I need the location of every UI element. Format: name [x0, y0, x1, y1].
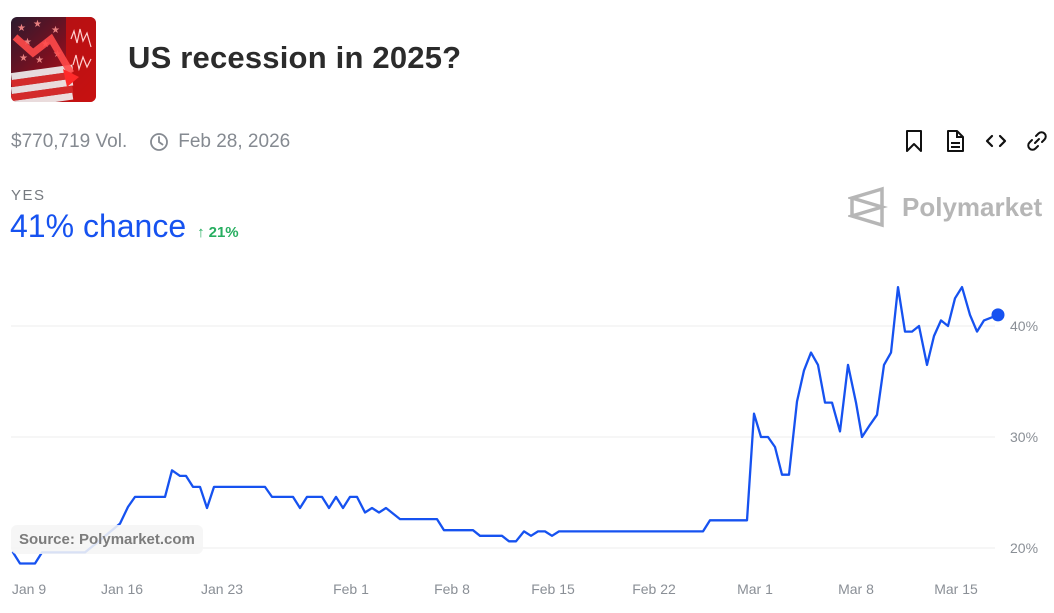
x-tick-label: Feb 8: [434, 581, 470, 597]
bookmark-icon: [906, 130, 922, 152]
y-tick-label: 30%: [1010, 429, 1039, 445]
source-attribution: Source: Polymarket.com: [11, 525, 203, 554]
brand-name: Polymarket: [902, 191, 1043, 222]
document-button[interactable]: [943, 128, 967, 154]
outcome-label: YES: [11, 187, 46, 204]
chance-row: 41% chance ↑ 21%: [10, 208, 239, 245]
chart-gridlines: [11, 325, 995, 549]
svg-text:★: ★: [35, 55, 44, 66]
us-flag-recession-image: ★ ★★ ★ ★★ ★★: [11, 17, 96, 102]
link-icon: [1027, 131, 1047, 151]
chart-last-point-marker: [991, 308, 1005, 322]
action-toolbar: [902, 128, 1049, 154]
svg-text:★: ★: [17, 23, 26, 34]
x-tick-label: Feb 1: [333, 581, 369, 597]
change-value: 21%: [208, 224, 239, 241]
y-tick-label: 40%: [1010, 318, 1039, 334]
x-tick-label: Jan 16: [100, 581, 144, 597]
svg-text:★: ★: [23, 37, 32, 48]
x-tick-label: Mar 8: [838, 581, 874, 597]
chart-line-yes: [11, 285, 1000, 565]
clock-icon: [149, 132, 169, 152]
change-badge: ↑ 21%: [197, 224, 239, 241]
market-meta: $770,719 Vol. Feb 28, 2026: [11, 131, 290, 153]
svg-text:★: ★: [19, 53, 28, 64]
polymarket-logo-icon: [848, 186, 888, 228]
embed-button[interactable]: [984, 128, 1008, 154]
market-thumbnail: ★ ★ ★ ★ ★ ★ ★ ★: [11, 17, 96, 102]
end-date: Feb 28, 2026: [178, 131, 291, 152]
document-icon: [947, 130, 964, 152]
chance-value: 41% chance: [10, 208, 187, 244]
svg-text:★: ★: [33, 19, 42, 30]
arrow-up-icon: ↑: [197, 224, 205, 241]
volume-label: $770,719 Vol.: [11, 131, 128, 152]
x-tick-label: Feb 22: [632, 581, 676, 597]
polymarket-watermark: Polymarket: [848, 186, 1042, 228]
svg-text:★: ★: [51, 25, 60, 36]
copy-link-button[interactable]: [1025, 128, 1049, 154]
x-tick-label: Feb 15: [531, 581, 575, 597]
x-tick-label: Jan 9: [11, 581, 47, 597]
x-tick-label: Mar 1: [737, 581, 773, 597]
x-tick-label: Mar 15: [934, 581, 978, 597]
bookmark-button[interactable]: [902, 128, 926, 154]
market-title: US recession in 2025?: [128, 40, 462, 75]
x-tick-label: Jan 23: [200, 581, 244, 597]
y-tick-label: 20%: [1010, 540, 1039, 556]
code-icon: [985, 134, 1007, 148]
